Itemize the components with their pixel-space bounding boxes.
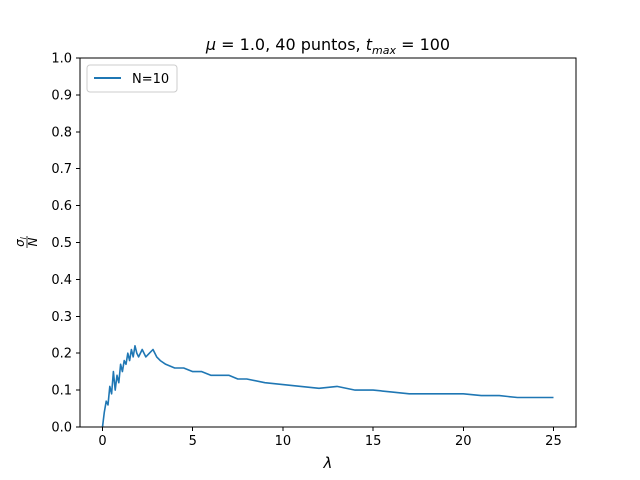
x-tick-label: 5 bbox=[189, 434, 197, 449]
axes-frame bbox=[79, 57, 577, 428]
chart-title: μ = 1.0, 40 puntos, tmax = 100 bbox=[205, 35, 450, 57]
x-tick-label: 20 bbox=[455, 434, 472, 449]
x-axis-label: λ bbox=[323, 454, 333, 472]
y-label-numerator: σl bbox=[13, 236, 28, 247]
y-tick-label: 0.9 bbox=[51, 88, 72, 103]
y-tick-label: 0.5 bbox=[51, 236, 72, 251]
legend-box bbox=[86, 64, 178, 93]
x-tick-label: 25 bbox=[545, 434, 562, 449]
y-tick-label: 1.0 bbox=[51, 52, 72, 67]
y-tick-label: 0.3 bbox=[51, 310, 72, 325]
y-axis-label: σl N bbox=[13, 236, 40, 248]
title-part2: = 100 bbox=[396, 35, 450, 54]
title-subscript: max bbox=[372, 44, 396, 57]
legend-label-n10: N=10 bbox=[132, 72, 169, 87]
y-tick-label: 0.2 bbox=[51, 347, 72, 362]
title-mu: μ bbox=[205, 35, 216, 54]
title-part1: = 1.0, 40 puntos, bbox=[216, 35, 366, 54]
x-tick-label: 10 bbox=[275, 434, 292, 449]
y-tick-label: 0.6 bbox=[51, 199, 72, 214]
axis-ticks: 0 5 10 15 20 25 0.0 0.1 0.2 0.3 0.4 0.5 0.6 0.7 0.8 0.9… bbox=[51, 52, 561, 450]
y-tick-label: 0.4 bbox=[51, 273, 72, 288]
x-tick-label: 0 bbox=[98, 434, 106, 449]
y-tick-label: 0.0 bbox=[51, 421, 72, 436]
x-tick-label: 15 bbox=[365, 434, 382, 449]
legend: N=10 bbox=[86, 64, 178, 93]
title-t: t bbox=[366, 35, 373, 54]
y-tick-label: 0.8 bbox=[51, 125, 72, 140]
series-line-n10 bbox=[101, 344, 554, 428]
y-tick-label: 0.7 bbox=[51, 162, 72, 177]
plot-area bbox=[101, 344, 554, 428]
y-label-denominator: N bbox=[26, 237, 40, 246]
y-tick-label: 0.1 bbox=[51, 384, 72, 399]
